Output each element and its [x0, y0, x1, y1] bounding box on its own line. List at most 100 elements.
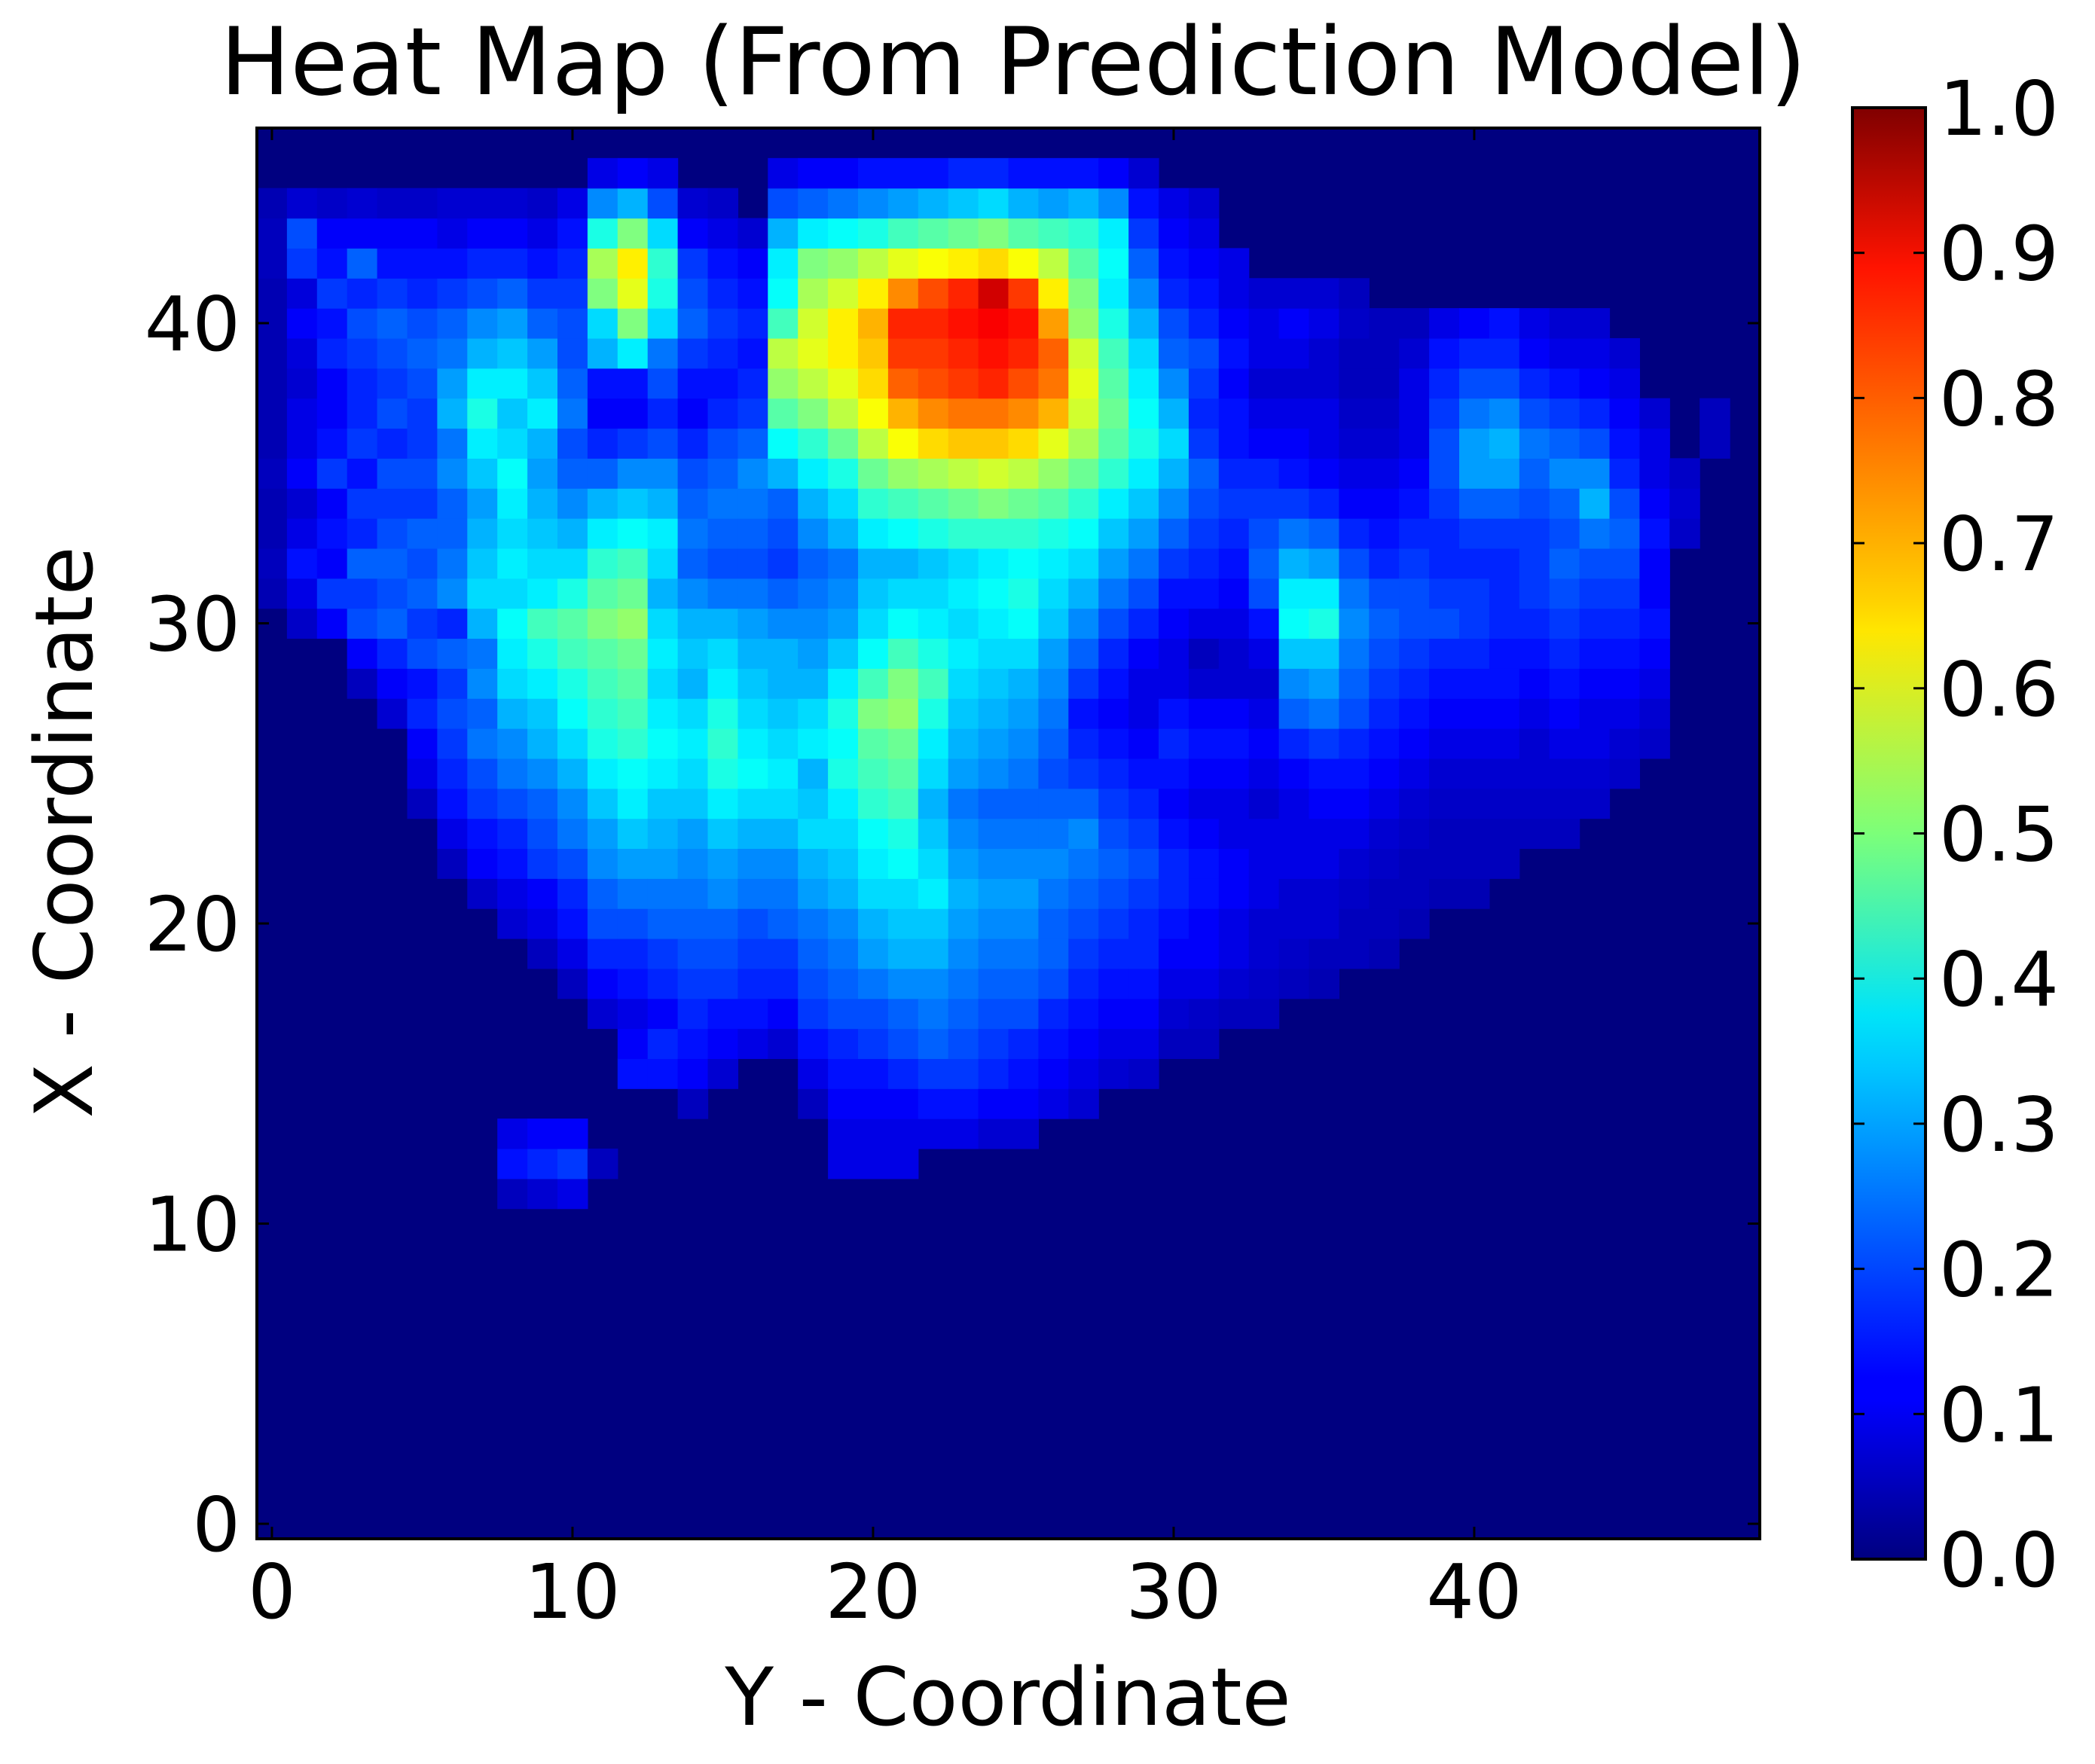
heatmap-cell	[1579, 428, 1611, 459]
y-tick-label: 40	[145, 280, 240, 368]
heatmap-cell	[1038, 728, 1069, 759]
heatmap-cell	[527, 848, 558, 879]
heatmap-cell	[257, 518, 288, 549]
heatmap-cell	[1519, 398, 1550, 429]
x-tick-label: 0	[248, 1548, 296, 1636]
heatmap-cell	[467, 758, 498, 789]
heatmap-cell	[918, 848, 949, 879]
heatmap-cell	[497, 578, 528, 609]
heatmap-cell	[1399, 518, 1430, 549]
heatmap-cell	[1008, 908, 1039, 939]
heatmap-cell	[1309, 518, 1339, 549]
heatmap-cell	[1159, 308, 1190, 339]
heatmap-cell	[587, 668, 618, 699]
heatmap-cell	[1639, 488, 1670, 519]
heatmap-cell	[1068, 308, 1099, 339]
plot-frame	[255, 127, 1761, 1540]
heatmap-cell	[858, 308, 889, 339]
heatmap-cell	[407, 608, 438, 639]
heatmap-cell	[617, 458, 649, 489]
heatmap-cell	[1038, 157, 1069, 189]
heatmap-cell	[948, 308, 979, 339]
heatmap-cell	[1579, 488, 1611, 519]
heatmap-cell	[1309, 788, 1339, 819]
heatmap-cell	[1098, 428, 1129, 459]
heatmap-cell	[858, 788, 889, 819]
heatmap-cell	[738, 218, 768, 249]
heatmap-cell	[1489, 337, 1520, 369]
heatmap-cell	[647, 878, 679, 909]
heatmap-cell	[1188, 638, 1220, 669]
heatmap-cell	[316, 548, 348, 579]
heatmap-cell	[918, 548, 949, 579]
heatmap-cell	[1128, 728, 1159, 759]
heatmap-cell	[557, 1148, 588, 1180]
heatmap-cell	[527, 818, 558, 850]
heatmap-cell	[647, 758, 679, 789]
heatmap-cell	[1128, 548, 1159, 579]
heatmap-cell	[1278, 278, 1310, 309]
heatmap-cell	[1429, 728, 1460, 759]
heatmap-cell	[1098, 848, 1129, 879]
heatmap-cell	[828, 938, 859, 969]
heatmap-cell	[1248, 608, 1280, 639]
heatmap-cell	[617, 278, 649, 309]
heatmap-cell	[1459, 518, 1490, 549]
heatmap-cell	[948, 668, 979, 699]
heatmap-cell	[677, 368, 709, 399]
heatmap-cell	[1369, 518, 1400, 549]
heatmap-cell	[1218, 668, 1250, 699]
heatmap-cell	[1218, 458, 1250, 489]
heatmap-cell	[347, 188, 378, 219]
heatmap-cell	[527, 278, 558, 309]
heatmap-cell	[738, 818, 768, 850]
heatmap-cell	[1489, 608, 1520, 639]
heatmap-cell	[707, 578, 738, 609]
heatmap-cell	[1068, 818, 1099, 850]
heatmap-cell	[557, 908, 588, 939]
heatmap-cell	[1008, 638, 1039, 669]
heatmap-cell	[707, 608, 738, 639]
heatmap-cell	[1128, 758, 1159, 789]
heatmap-cell	[1188, 518, 1220, 549]
heatmap-cell	[1459, 638, 1490, 669]
heatmap-cell	[1579, 578, 1611, 609]
heatmap-cell	[587, 248, 618, 279]
heatmap-cell	[798, 368, 829, 399]
heatmap-cell	[1519, 458, 1550, 489]
heatmap-cell	[1339, 428, 1370, 459]
heatmap-cell	[407, 728, 438, 759]
heatmap-cell	[497, 308, 528, 339]
heatmap-cell	[527, 248, 558, 279]
heatmap-cell	[407, 518, 438, 549]
heatmap-cell	[918, 1119, 949, 1149]
heatmap-cell	[887, 518, 919, 549]
heatmap-cell	[707, 998, 738, 1030]
heatmap-cell	[828, 157, 859, 189]
heatmap-cell	[1399, 908, 1430, 939]
heatmap-cell	[1068, 398, 1099, 429]
heatmap-cell	[1339, 518, 1370, 549]
heatmap-cell	[798, 728, 829, 759]
heatmap-cell	[858, 608, 889, 639]
heatmap-cell	[1218, 337, 1250, 369]
heatmap-cell	[1218, 368, 1250, 399]
heatmap-cell	[887, 848, 919, 879]
heatmap-cell	[1489, 428, 1520, 459]
heatmap-cell	[467, 638, 498, 669]
heatmap-cell	[828, 818, 859, 850]
heatmap-cell	[1489, 788, 1520, 819]
heatmap-cell	[497, 728, 528, 759]
heatmap-cell	[467, 548, 498, 579]
heatmap-cell	[1399, 458, 1430, 489]
heatmap-cell	[316, 578, 348, 609]
heatmap-cell	[1609, 337, 1640, 369]
heatmap-cell	[1128, 818, 1159, 850]
heatmap-cell	[1429, 878, 1460, 909]
heatmap-cell	[1248, 848, 1280, 879]
heatmap-cell	[768, 578, 799, 609]
heatmap-cell	[316, 337, 348, 369]
heatmap-cell	[527, 758, 558, 789]
heatmap-cell	[768, 188, 799, 219]
heatmap-cell	[1459, 728, 1490, 759]
